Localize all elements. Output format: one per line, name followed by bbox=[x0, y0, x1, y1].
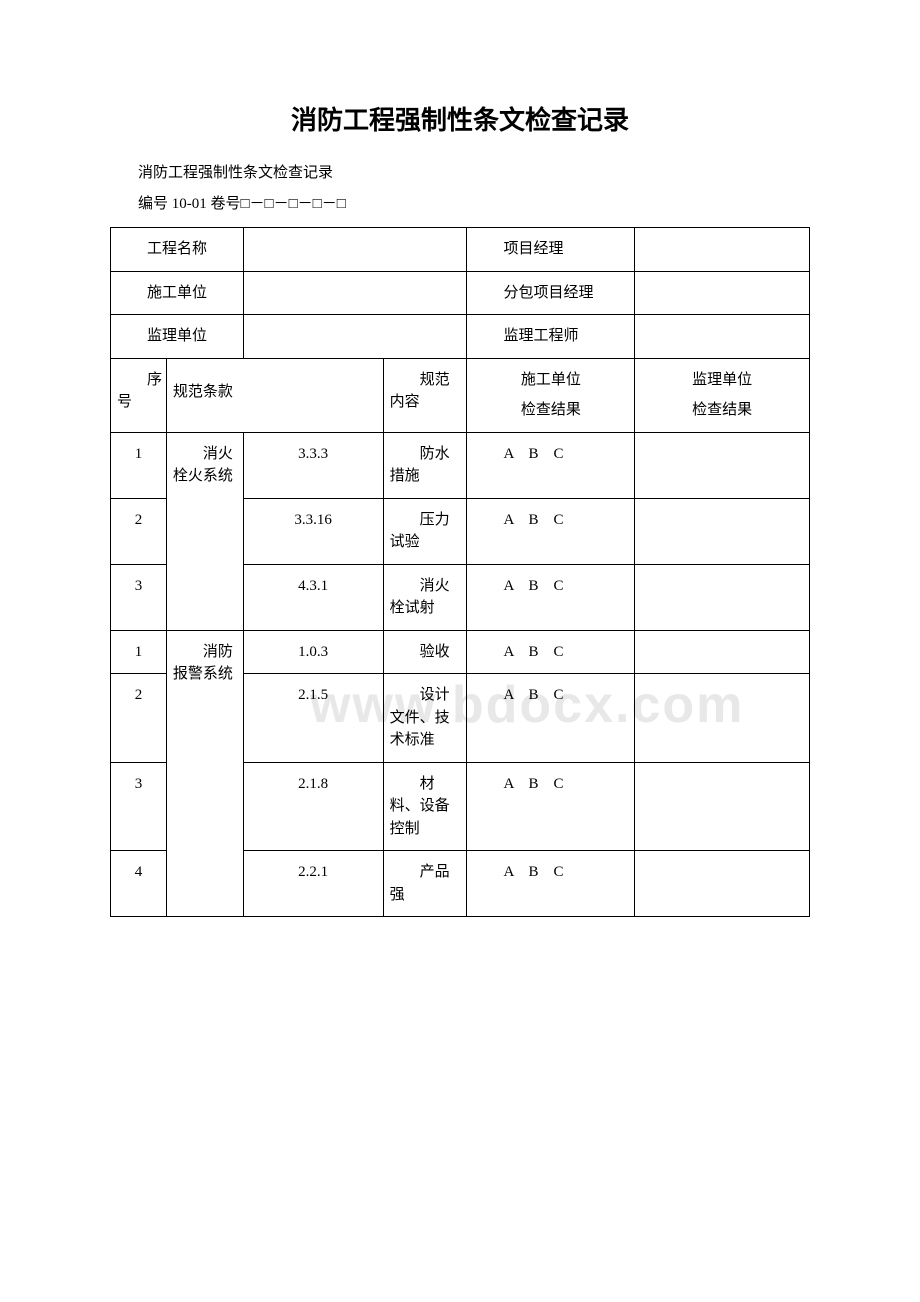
label-supervision-unit: 监理单位 bbox=[111, 315, 244, 359]
cell-content: 消火栓试射 bbox=[383, 564, 467, 630]
cell-content: 验收 bbox=[383, 630, 467, 674]
col-header-seq: 序号 bbox=[111, 358, 167, 432]
cell-content: 材料、设备控制 bbox=[383, 762, 467, 851]
cell-seq: 1 bbox=[111, 432, 167, 498]
col-header-construct: 施工单位 检查结果 bbox=[467, 358, 635, 432]
cell-code: 4.3.1 bbox=[243, 564, 383, 630]
col-header-supervise: 监理单位 检查结果 bbox=[635, 358, 810, 432]
cell-construct-result: A B C bbox=[467, 564, 635, 630]
label-project-manager: 项目经理 bbox=[467, 228, 635, 272]
cell-code: 3.3.3 bbox=[243, 432, 383, 498]
cell-content: 压力试验 bbox=[383, 498, 467, 564]
cell-code: 2.2.1 bbox=[243, 851, 383, 917]
table-row: 1 消防报警系统 1.0.3 验收 A B C bbox=[111, 630, 810, 674]
cell-category: 消火栓火系统 bbox=[166, 432, 243, 630]
value-sub-pm bbox=[635, 271, 810, 315]
label-project-name: 工程名称 bbox=[111, 228, 244, 272]
cell-content: 产品强 bbox=[383, 851, 467, 917]
value-project-name bbox=[243, 228, 467, 272]
cell-supervise-result bbox=[635, 762, 810, 851]
subtitle-text: 消防工程强制性条文检查记录 bbox=[110, 161, 810, 182]
cell-content: 防水措施 bbox=[383, 432, 467, 498]
page-title: 消防工程强制性条文检查记录 bbox=[110, 100, 810, 137]
label-supervisor: 监理工程师 bbox=[467, 315, 635, 359]
cell-seq: 3 bbox=[111, 762, 167, 851]
label-construction-unit: 施工单位 bbox=[111, 271, 244, 315]
cell-supervise-result bbox=[635, 564, 810, 630]
value-supervision-unit bbox=[243, 315, 467, 359]
document-number: 编号 10-01 卷号□－□－□－□－□ bbox=[110, 192, 810, 213]
header-row-construction: 施工单位 分包项目经理 bbox=[111, 271, 810, 315]
cell-supervise-result bbox=[635, 432, 810, 498]
cell-seq: 2 bbox=[111, 498, 167, 564]
cell-code: 3.3.16 bbox=[243, 498, 383, 564]
cell-content: 设计文件、技术标准 bbox=[383, 674, 467, 763]
value-supervisor bbox=[635, 315, 810, 359]
cell-construct-result: A B C bbox=[467, 432, 635, 498]
cell-category: 消防报警系统 bbox=[166, 630, 243, 917]
value-construction-unit bbox=[243, 271, 467, 315]
cell-seq: 1 bbox=[111, 630, 167, 674]
cell-supervise-result bbox=[635, 630, 810, 674]
value-project-manager bbox=[635, 228, 810, 272]
cell-supervise-result bbox=[635, 498, 810, 564]
cell-construct-result: A B C bbox=[467, 674, 635, 763]
cell-seq: 2 bbox=[111, 674, 167, 763]
cell-construct-result: A B C bbox=[467, 851, 635, 917]
table-row: 1 消火栓火系统 3.3.3 防水措施 A B C bbox=[111, 432, 810, 498]
cell-construct-result: A B C bbox=[467, 762, 635, 851]
cell-code: 2.1.5 bbox=[243, 674, 383, 763]
col-header-spec: 规范条款 bbox=[166, 358, 383, 432]
cell-supervise-result bbox=[635, 674, 810, 763]
label-sub-pm: 分包项目经理 bbox=[467, 271, 635, 315]
col-header-content: 规范内容 bbox=[383, 358, 467, 432]
cell-construct-result: A B C bbox=[467, 630, 635, 674]
header-row-supervision: 监理单位 监理工程师 bbox=[111, 315, 810, 359]
cell-supervise-result bbox=[635, 851, 810, 917]
page-container: www.bdocx.com 消防工程强制性条文检查记录 消防工程强制性条文检查记… bbox=[110, 100, 810, 917]
header-row-project: 工程名称 项目经理 bbox=[111, 228, 810, 272]
cell-construct-result: A B C bbox=[467, 498, 635, 564]
cell-seq: 3 bbox=[111, 564, 167, 630]
cell-code: 2.1.8 bbox=[243, 762, 383, 851]
column-header-row: 序号 规范条款 规范内容 施工单位 检查结果 监理单位 检查结果 bbox=[111, 358, 810, 432]
cell-code: 1.0.3 bbox=[243, 630, 383, 674]
inspection-table: 工程名称 项目经理 施工单位 分包项目经理 监理单位 监理工程师 序号 规范条款… bbox=[110, 227, 810, 917]
cell-seq: 4 bbox=[111, 851, 167, 917]
